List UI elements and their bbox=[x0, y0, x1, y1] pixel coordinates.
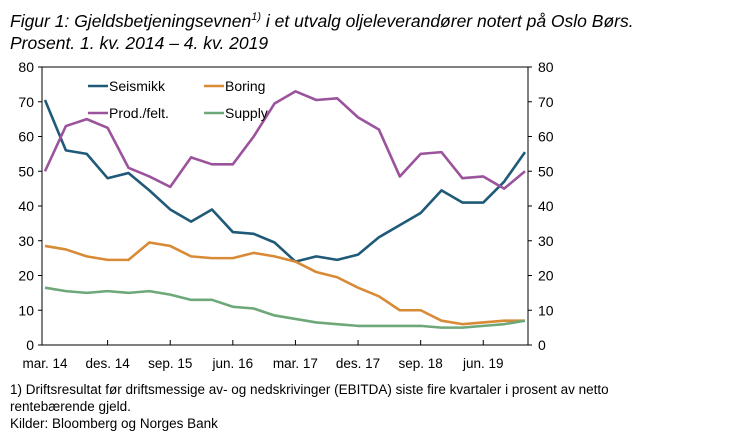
y-tick-label-left: 40 bbox=[18, 198, 34, 214]
x-tick-label: mar. 14 bbox=[22, 356, 68, 371]
y-tick-label-left: 50 bbox=[18, 163, 34, 179]
legend-label: Supply bbox=[225, 105, 268, 121]
y-tick-label-right: 40 bbox=[538, 198, 554, 214]
y-tick-label-left: 30 bbox=[18, 233, 34, 249]
source-note: Kilder: Bloomberg og Norges Bank bbox=[10, 416, 218, 431]
y-tick-label-right: 0 bbox=[538, 337, 546, 353]
x-tick-label: sep. 15 bbox=[148, 356, 192, 371]
footnote-line-2: rentebærende gjeld. bbox=[10, 399, 131, 414]
title-text-cont: i et utvalg oljeleverandører notert på O… bbox=[261, 10, 634, 31]
y-tick-label-left: 20 bbox=[18, 268, 34, 284]
x-tick-label: jun. 16 bbox=[212, 356, 254, 371]
x-tick-label: des. 14 bbox=[85, 356, 130, 371]
series-line-boring bbox=[44, 241, 525, 326]
series-line-supply bbox=[44, 286, 526, 329]
y-tick-label-left: 70 bbox=[18, 94, 34, 110]
chart-title: Figur 1: Gjeldsbetjeningsevnen1) i et ut… bbox=[10, 6, 634, 54]
y-tick-label-right: 50 bbox=[538, 163, 554, 179]
y-tick-label-left: 10 bbox=[18, 302, 34, 318]
y-tick-label-left: 60 bbox=[18, 129, 34, 145]
x-tick-label: sep. 18 bbox=[399, 356, 443, 371]
legend-label: Boring bbox=[225, 78, 265, 94]
series-line-seismikk bbox=[43, 99, 527, 263]
series-line-prod-felt- bbox=[43, 90, 526, 190]
chart-subtitle: Prosent. 1. kv. 2014 – 4. kv. 2019 bbox=[10, 32, 269, 53]
footnote: 1) Driftsresultat før driftsmessige av- … bbox=[10, 381, 609, 432]
y-tick-label-left: 0 bbox=[26, 337, 34, 353]
y-tick-label-right: 20 bbox=[538, 268, 554, 284]
x-tick-label: des. 17 bbox=[336, 356, 380, 371]
y-tick-label-left: 80 bbox=[18, 59, 34, 75]
x-tick-label: jun. 19 bbox=[462, 356, 504, 371]
y-tick-label-right: 80 bbox=[538, 59, 554, 75]
legend-label: Prod./felt. bbox=[109, 105, 169, 121]
y-tick-label-right: 60 bbox=[538, 129, 554, 145]
y-tick-label-right: 30 bbox=[538, 233, 554, 249]
title-footnote-marker: 1) bbox=[251, 11, 262, 23]
title-text: Figur 1: Gjeldsbetjeningsevnen bbox=[10, 10, 252, 31]
y-tick-label-right: 70 bbox=[538, 94, 554, 110]
legend-label: Seismikk bbox=[109, 78, 166, 94]
footnote-line-1: 1) Driftsresultat før driftsmessige av- … bbox=[10, 382, 609, 397]
x-tick-label: mar. 17 bbox=[273, 356, 318, 371]
y-tick-label-right: 10 bbox=[538, 302, 554, 318]
